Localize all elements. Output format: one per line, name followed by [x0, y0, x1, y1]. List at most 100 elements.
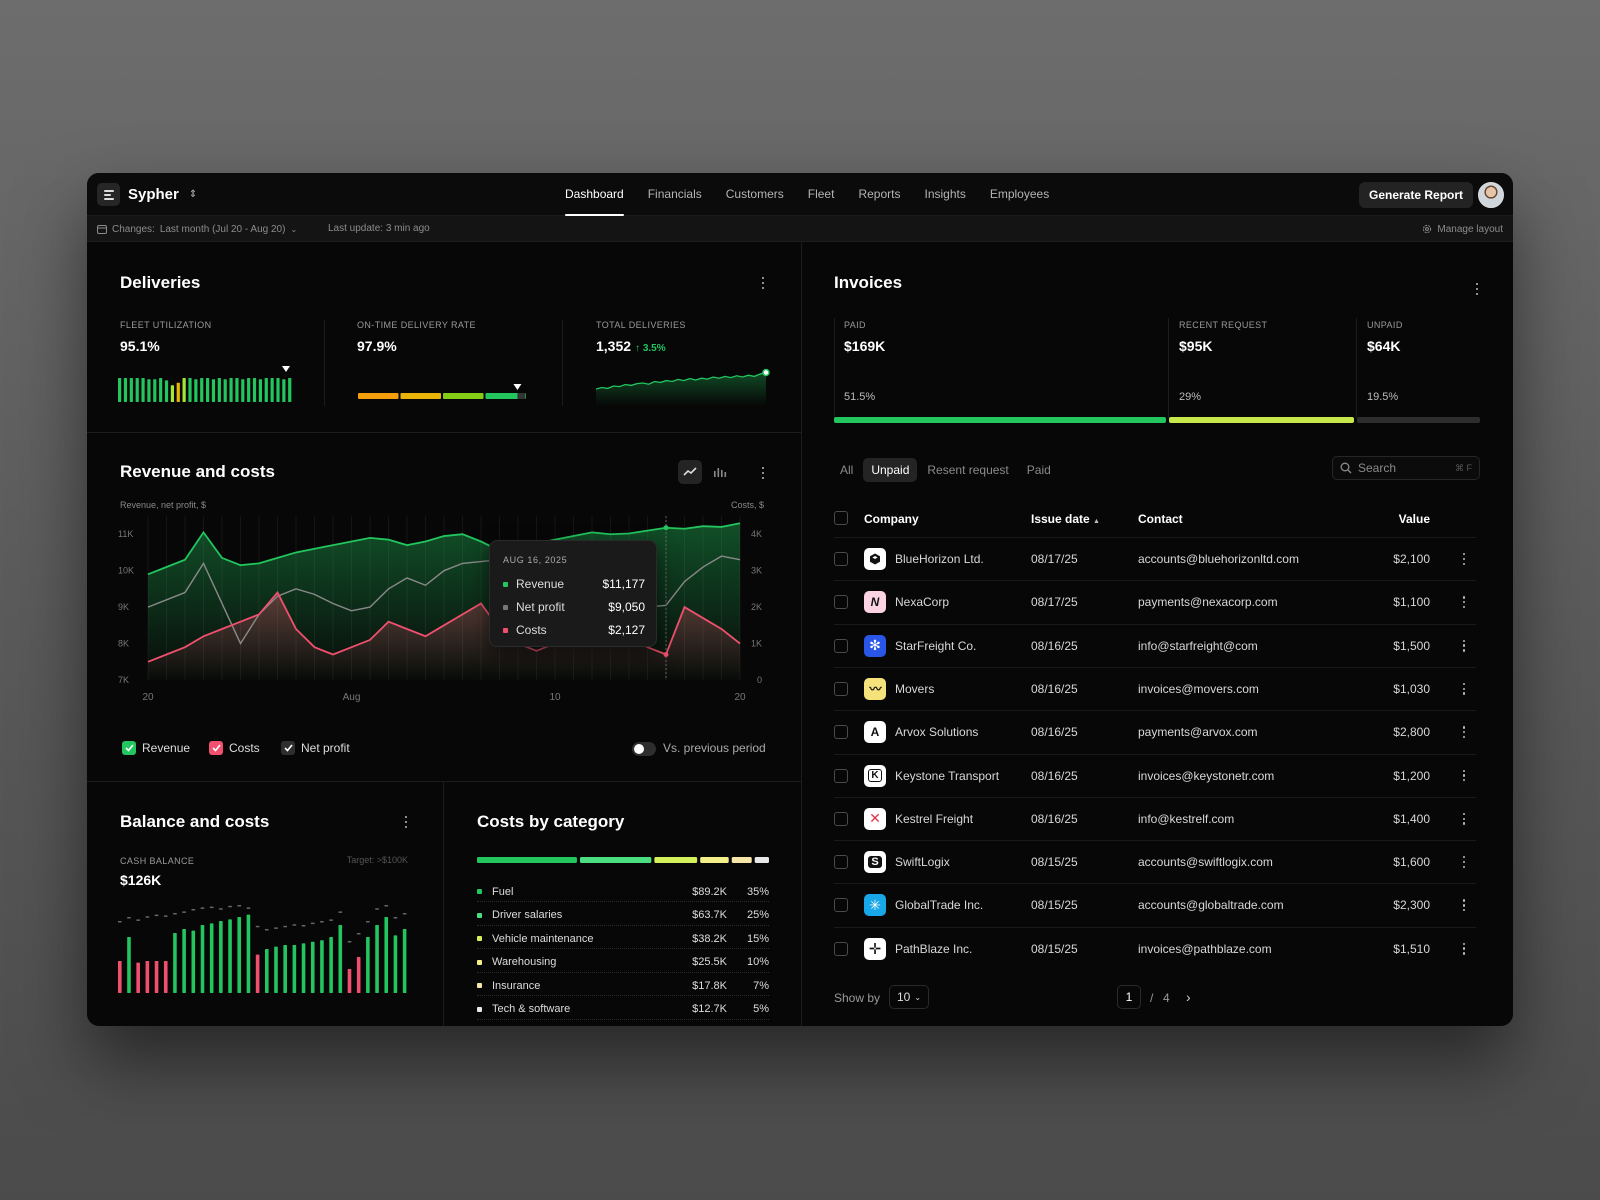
category-name: Fuel: [492, 885, 514, 898]
table-row[interactable]: ✻ StarFreight Co. 08/16/25 info@starfreight…: [834, 623, 1476, 667]
row-checkbox[interactable]: [834, 898, 848, 913]
category-value: $63.7K: [692, 909, 727, 921]
revenue-menu-button[interactable]: [757, 466, 769, 480]
table-row[interactable]: N NexaCorp 08/17/25 payments@nexacorp.com $1…: [834, 580, 1476, 623]
current-page-input[interactable]: 1: [1117, 985, 1141, 1009]
invoice-tab-all[interactable]: All: [840, 463, 854, 477]
fleet-bar: [176, 382, 180, 402]
row-checkbox[interactable]: [834, 811, 848, 826]
row-menu-button[interactable]: [1458, 855, 1470, 869]
deliveries-menu-button[interactable]: [757, 276, 769, 290]
nav-item-fleet[interactable]: Fleet: [807, 187, 835, 201]
row-menu-button[interactable]: [1458, 725, 1470, 739]
row-checkbox[interactable]: [834, 768, 848, 783]
period-selector[interactable]: Changes: Last month (Jul 20 - Aug 20) ⌄: [97, 216, 297, 242]
column-contact[interactable]: Contact: [1138, 512, 1183, 526]
table-row[interactable]: 〰 Movers 08/16/25 invoices@movers.com $1,030: [834, 666, 1476, 710]
table-row[interactable]: ✳ GlobalTrade Inc. 08/15/25 accounts@global…: [834, 883, 1476, 926]
category-name: Driver salaries: [492, 909, 563, 921]
workspace-switcher[interactable]: Sypher ⇕: [97, 183, 197, 206]
select-all-checkbox[interactable]: [834, 511, 848, 525]
revenue-point: [663, 525, 669, 531]
row-menu-button[interactable]: [1458, 682, 1470, 696]
invoice-filter-tabs: All Unpaid Resent request Paid: [832, 458, 1059, 482]
cash-target-tick: [265, 929, 269, 931]
search-icon: [1340, 462, 1352, 474]
gauge-marker-icon: [513, 384, 522, 390]
cash-bar: [356, 957, 361, 993]
bar-chart-toggle[interactable]: [708, 460, 732, 484]
cash-target-tick: [366, 921, 370, 923]
issue-date: 08/16/25: [1031, 811, 1078, 826]
legend-revenue[interactable]: Revenue: [122, 741, 190, 755]
category-row: Insurance $17.8K 7%: [477, 976, 769, 996]
table-row[interactable]: ✛ PathBlaze Inc. 08/15/25 invoices@pathblaz…: [834, 926, 1476, 970]
column-issue-date[interactable]: Issue date ▲: [1031, 512, 1100, 526]
line-chart-icon: [683, 467, 697, 476]
category-segment: [700, 857, 729, 863]
nav-item-employees[interactable]: Employees: [989, 187, 1050, 201]
row-checkbox[interactable]: [834, 638, 848, 653]
legend-net-profit[interactable]: Net profit: [281, 741, 350, 755]
row-checkbox[interactable]: [834, 552, 848, 566]
manage-layout-button[interactable]: Manage layout: [1422, 216, 1503, 242]
company-name: PathBlaze Inc.: [895, 941, 973, 956]
legend-costs[interactable]: Costs: [209, 741, 260, 755]
generate-report-button[interactable]: Generate Report: [1359, 182, 1474, 208]
sparkline-area: [596, 372, 766, 406]
nav-item-customers[interactable]: Customers: [725, 187, 784, 201]
next-page-button[interactable]: ›: [1186, 989, 1191, 1005]
status-bar: Changes: Last month (Jul 20 - Aug 20) ⌄ …: [87, 216, 1513, 242]
app-name: Sypher: [128, 186, 179, 203]
row-checkbox[interactable]: [834, 941, 848, 956]
table-row[interactable]: S SwiftLogix 08/15/25 accounts@swiftlogix.c…: [834, 840, 1476, 883]
category-row: Vehicle maintenance $38.2K 15%: [477, 929, 769, 949]
line-chart-toggle[interactable]: [678, 460, 702, 484]
fleet-bar: [135, 378, 139, 402]
show-by-label: Show by: [834, 991, 881, 1005]
right-tick-label: 1K: [751, 639, 762, 649]
cash-target-tick: [283, 925, 287, 928]
cash-bar: [283, 945, 287, 993]
row-checkbox[interactable]: [834, 595, 848, 610]
table-row[interactable]: A Arvox Solutions 08/16/25 payments@arvox.c…: [834, 710, 1476, 753]
row-menu-button[interactable]: [1458, 595, 1470, 609]
nav-item-dashboard[interactable]: Dashboard: [553, 173, 636, 216]
fleet-bar: [276, 378, 280, 402]
row-menu-button[interactable]: [1458, 552, 1470, 566]
column-value[interactable]: Value: [1398, 512, 1430, 526]
balance-menu-button[interactable]: [400, 815, 412, 829]
fleet-bar: [247, 378, 251, 402]
row-checkbox[interactable]: [834, 855, 848, 870]
table-row[interactable]: BlueHorizon Ltd. 08/17/25 accounts@bluehor…: [834, 537, 1476, 580]
invoice-tab-resent-request[interactable]: Resent request: [927, 463, 1009, 477]
row-menu-button[interactable]: [1458, 898, 1470, 912]
row-checkbox[interactable]: [834, 725, 848, 740]
cash-target-tick: [292, 924, 297, 926]
table-row[interactable]: ✕ Kestrel Freight 08/16/25 info@kestrelf.co…: [834, 796, 1476, 840]
row-menu-button[interactable]: [1458, 639, 1470, 653]
invoice-tab-unpaid[interactable]: Unpaid: [863, 458, 918, 482]
nav-item-insights[interactable]: Insights: [924, 187, 966, 201]
nav-item-reports[interactable]: Reports: [858, 187, 901, 201]
row-menu-button[interactable]: [1458, 769, 1470, 783]
invoice-search[interactable]: Search ⌘ F: [1332, 456, 1480, 480]
category-dot: [477, 1006, 482, 1012]
vs-previous-toggle[interactable]: [632, 742, 656, 756]
user-avatar[interactable]: [1478, 182, 1504, 208]
cash-target-tick: [301, 925, 306, 927]
invoice-value: $2,300: [1393, 898, 1430, 913]
column-company[interactable]: Company: [864, 512, 919, 526]
fleet-bar: [153, 379, 157, 402]
row-checkbox[interactable]: [834, 681, 848, 696]
logo-icon: [97, 183, 120, 206]
row-menu-button[interactable]: [1458, 812, 1470, 826]
nav-item-financials[interactable]: Financials: [647, 187, 702, 201]
cash-bar: [228, 919, 232, 993]
invoices-menu-button[interactable]: [1471, 282, 1483, 296]
table-row[interactable]: K Keystone Transport 08/16/25 invoices@keys…: [834, 753, 1476, 797]
show-by-select[interactable]: 10 ⌄: [889, 985, 929, 1009]
row-menu-button[interactable]: [1458, 942, 1470, 956]
invoice-tab-paid[interactable]: Paid: [1026, 463, 1051, 477]
cash-target-tick: [228, 905, 232, 908]
